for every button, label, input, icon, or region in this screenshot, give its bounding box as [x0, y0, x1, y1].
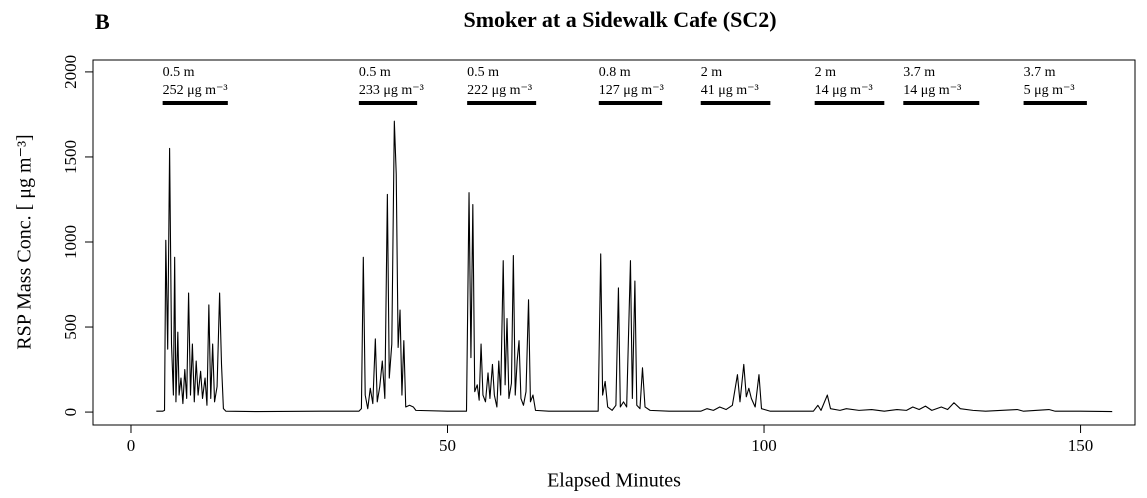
- x-axis-label: Elapsed Minutes: [547, 470, 681, 492]
- x-tick-label: 150: [1068, 436, 1094, 455]
- annotation-concentration: 252 μg m⁻³: [163, 83, 228, 98]
- x-tick-label: 0: [127, 436, 136, 455]
- y-tick-label: 500: [61, 314, 80, 340]
- annotation-concentration: 233 μg m⁻³: [359, 83, 424, 98]
- annotation-concentration: 14 μg m⁻³: [903, 83, 961, 98]
- x-tick-label: 100: [751, 436, 777, 455]
- x-tick-label: 50: [439, 436, 456, 455]
- annotation-concentration: 14 μg m⁻³: [815, 83, 873, 98]
- panel-label: B: [95, 9, 110, 34]
- y-tick-label: 1000: [61, 225, 80, 259]
- y-axis-label: RSP Mass Conc. [ μg m⁻³]: [14, 134, 36, 349]
- annotation-concentration: 127 μg m⁻³: [599, 83, 664, 98]
- annotation-concentration: 222 μg m⁻³: [467, 83, 532, 98]
- data-line: [156, 120, 1113, 413]
- annotation-distance: 0.5 m: [163, 65, 195, 80]
- annotation-distance: 0.8 m: [599, 65, 631, 80]
- annotation-distance: 2 m: [701, 65, 723, 80]
- plot-frame: [92, 59, 1136, 426]
- annotation-distance: 3.7 m: [903, 65, 935, 80]
- y-tick-label: 0: [61, 408, 80, 417]
- y-tick-label: 1500: [61, 140, 80, 174]
- annotation-distance: 3.7 m: [1024, 65, 1056, 80]
- annotation-distance: 0.5 m: [359, 65, 391, 80]
- chart-title: Smoker at a Sidewalk Cafe (SC2): [463, 7, 776, 32]
- annotation-concentration: 41 μg m⁻³: [701, 83, 759, 98]
- annotation-concentration: 5 μg m⁻³: [1024, 83, 1075, 98]
- annotation-distance: 0.5 m: [467, 65, 499, 80]
- y-tick-label: 2000: [61, 55, 80, 89]
- annotation-distance: 2 m: [815, 65, 837, 80]
